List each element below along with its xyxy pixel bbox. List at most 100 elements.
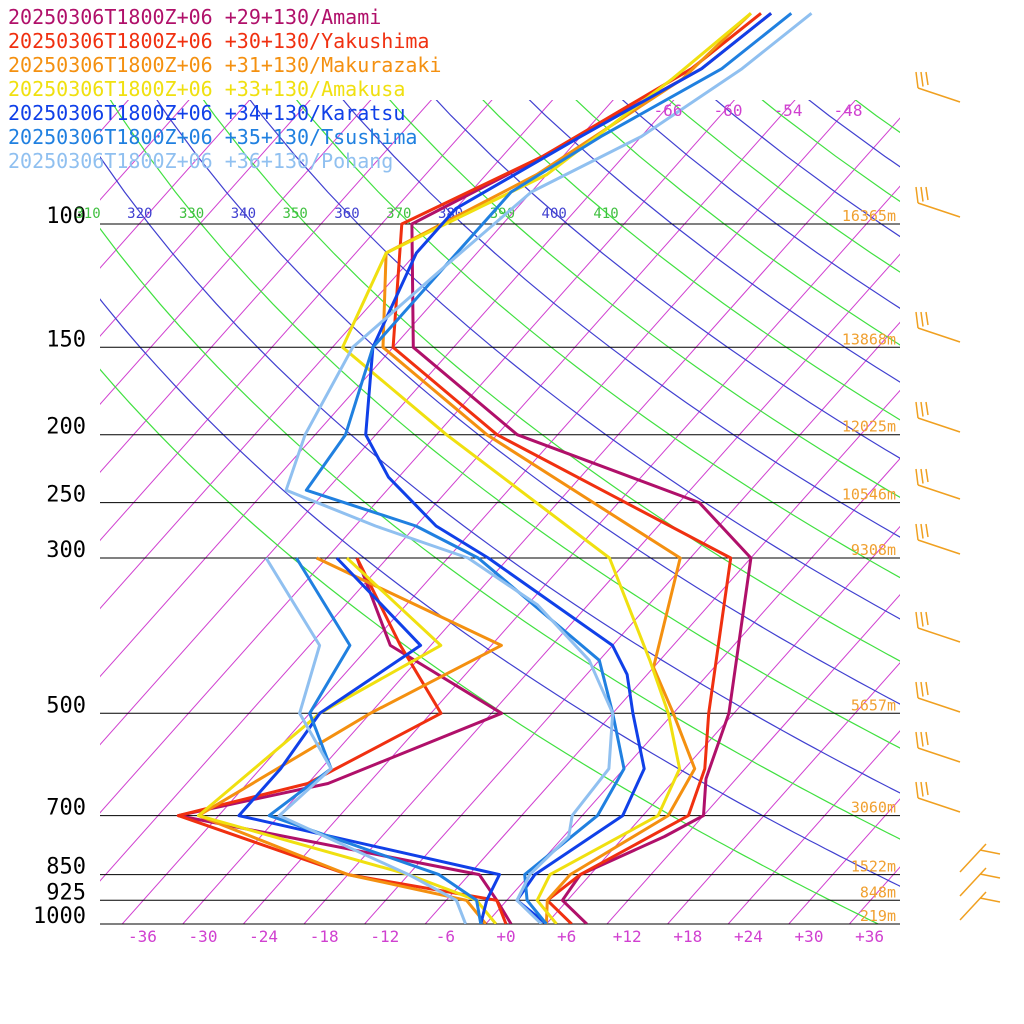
wind-barb	[917, 327, 961, 343]
temperature-line-yakushima	[391, 12, 762, 924]
isotherm-line	[727, 730, 900, 924]
wind-barb-flag	[925, 781, 929, 796]
temperature-line-amami	[410, 12, 773, 924]
pressure-label: 700	[46, 796, 86, 821]
dry-adiabat-line	[995, 69, 1024, 939]
pressure-label: 1000	[33, 904, 86, 929]
height-label: 1522m	[851, 858, 896, 876]
isotherm-line	[100, 100, 493, 542]
wind-barb	[917, 484, 961, 500]
dry-adiabat-line	[295, 100, 900, 579]
wind-barb-flag	[979, 897, 1001, 903]
theta-label: 340	[231, 206, 256, 222]
isotherm-line	[100, 100, 675, 746]
isotherm-line	[121, 100, 857, 924]
temperature-line-tsushima	[304, 12, 793, 924]
pressure-level-lines: 1000 219m 925 848m 850 1522m 700 3060m 500 5657m 3…	[33, 204, 900, 929]
x-tick-label: -24	[249, 927, 278, 946]
wind-barb-flag	[925, 468, 929, 483]
dry-adiabat-line	[109, 100, 900, 749]
wind-barb-flag	[925, 523, 929, 538]
x-tick-label: +6	[557, 927, 576, 946]
pressure-label: 250	[46, 483, 86, 508]
wind-barb-flag	[915, 523, 919, 541]
dry-adiabat-line	[156, 100, 900, 705]
height-label: 13868m	[842, 330, 896, 348]
dry-adiabat-line	[100, 227, 900, 840]
isotherm-line	[363, 321, 900, 924]
isotherm-line	[424, 389, 900, 924]
x-tick-label: -6	[436, 927, 455, 946]
height-label: 848m	[860, 883, 896, 901]
wind-barb-flag	[920, 311, 924, 327]
height-label: 5657m	[851, 696, 896, 714]
legend-entry: 20250306T1800Z+06 +29+130/Amami	[8, 5, 381, 29]
wind-barb-flag	[920, 71, 924, 87]
theta-label: 350	[283, 206, 308, 222]
wind-barb-flag	[915, 186, 919, 204]
dry-adiabat-line	[202, 100, 900, 662]
wind-barb-flag	[979, 849, 1001, 855]
dewpoint-line-karatsu	[237, 556, 501, 924]
wind-barb-flag	[920, 401, 924, 417]
legend-entry: 20250306T1800Z+06 +33+130/Amakusa	[8, 77, 405, 101]
upper-temp-label: -60	[714, 101, 743, 120]
height-label: 3060m	[851, 799, 896, 817]
isotherm-line	[606, 594, 900, 924]
x-tick-label: +36	[855, 927, 884, 946]
height-label: 12025m	[842, 418, 896, 436]
isotherm-line	[545, 525, 900, 924]
isotherm-line	[485, 457, 900, 924]
wind-barb-flag	[920, 781, 924, 797]
dry-adiabat-line	[575, 100, 900, 346]
temperature-line-pohang	[284, 12, 813, 924]
x-tick-label: -18	[310, 927, 339, 946]
height-label: 16365m	[842, 207, 896, 225]
legend-entry: 20250306T1800Z+06 +34+130/Karatsu	[8, 101, 405, 125]
legend-entry: 20250306T1800Z+06 +30+130/Yakushima	[8, 29, 429, 53]
wind-barb	[917, 747, 961, 763]
wind-barb	[917, 697, 961, 713]
temperature-profiles	[284, 12, 813, 924]
dry-adiabat-line	[100, 156, 900, 794]
x-axis-labels: -36 -30 -24 -18 -12 -6 +0 +6 +12 +18 +24 +30 +36	[128, 927, 884, 946]
isotherm-line	[897, 13, 1024, 939]
wind-barb	[917, 539, 961, 555]
wind-barb-flag	[925, 731, 929, 746]
x-tick-label: -12	[370, 927, 399, 946]
isotherm-line	[666, 662, 900, 924]
wind-barb-flag	[915, 611, 919, 629]
wind-barb-flag	[915, 311, 919, 329]
wind-barb-flag	[920, 186, 924, 202]
isotherm-line	[957, 13, 1024, 939]
wind-barb-flag	[920, 468, 924, 484]
theta-labels: 310 320 330 340 350 360 370 380 390 400 410	[75, 206, 618, 222]
isotherm-line	[100, 100, 190, 201]
isotherm-line	[788, 798, 900, 924]
isotherm-line	[100, 100, 796, 882]
wind-barb	[959, 843, 987, 873]
wind-barb-flag	[915, 71, 919, 89]
upper-temp-label: -48	[834, 101, 863, 120]
x-tick-label: +24	[734, 927, 763, 946]
wind-barb-flag	[920, 731, 924, 747]
theta-label: 360	[334, 206, 359, 222]
legend-entry: 20250306T1800Z+06 +36+130/Pohang	[8, 149, 393, 173]
wind-barbs	[915, 71, 1001, 921]
dewpoint-profiles	[176, 556, 513, 924]
wind-barb	[959, 867, 987, 897]
dry-adiabat-line	[100, 368, 880, 924]
dry-adiabat-line	[249, 100, 900, 620]
isotherm-lines	[100, 13, 1024, 939]
wind-barb-flag	[915, 731, 919, 749]
theta-label: 370	[386, 206, 411, 222]
theta-label: 320	[127, 206, 152, 222]
upper-temperature-labels: -66 -60 -54 -48	[654, 101, 863, 120]
wind-barb-flag	[915, 468, 919, 486]
wind-barb-flag	[920, 681, 924, 697]
dewpoint-line-tsushima	[267, 557, 483, 924]
dry-adiabat-line	[950, 69, 1024, 939]
wind-barb	[917, 797, 961, 813]
dewpoint-line-amami	[176, 557, 513, 924]
